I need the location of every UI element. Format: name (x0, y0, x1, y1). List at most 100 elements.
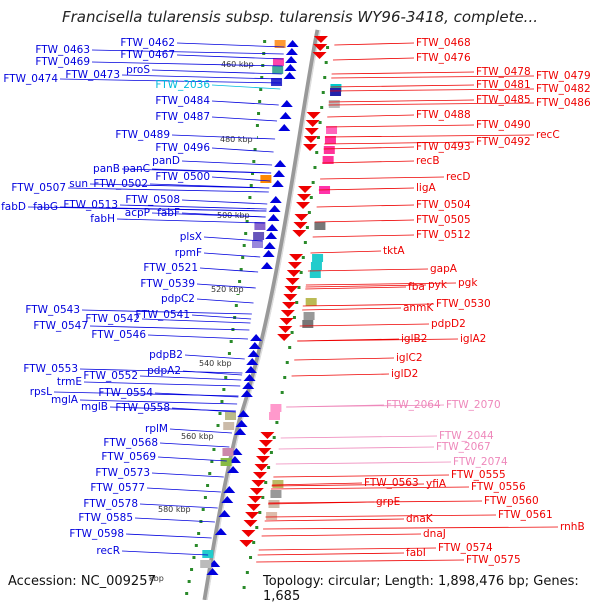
reverse-gene-arrow (277, 334, 292, 341)
reverse-gene-arrow (283, 294, 298, 301)
leader-line (271, 486, 470, 490)
leader-line (320, 176, 445, 180)
reverse-gene-arrow (292, 230, 307, 237)
forward-gene-arrow (242, 382, 255, 389)
leader-line (271, 482, 363, 486)
forward-gene-arrow (234, 428, 247, 435)
tick-dot (244, 232, 248, 235)
forward-gene-arrow (274, 160, 287, 167)
leader-line (305, 286, 407, 290)
reverse-gene-arrow (303, 144, 318, 151)
tick-dot (309, 196, 313, 199)
tick-dot (285, 361, 289, 364)
reverse-gene-arrow (304, 128, 319, 135)
leader-line (334, 42, 415, 46)
gene-label: FTW_2074 (453, 456, 508, 468)
tick-ring (185, 40, 330, 595)
forward-gene-arrow (283, 72, 296, 79)
tick-dot (229, 340, 233, 343)
tick-dot (267, 466, 271, 469)
leader-line (211, 100, 279, 106)
gene-label: FTW_0476 (416, 52, 471, 64)
gene-label: FTW_0513 (63, 199, 118, 211)
tick-dot (315, 151, 319, 154)
label-leader-lines (27, 42, 559, 563)
feature-block (253, 232, 265, 240)
leader-line (169, 428, 232, 434)
gene-label: FTW_0502 (93, 178, 148, 190)
gene-label: pdpC2 (161, 293, 195, 305)
reverse-gene-arrow (294, 214, 309, 221)
leader-line (286, 404, 445, 408)
gene-label: dnaJ (423, 528, 446, 540)
feature-block (272, 480, 284, 488)
tick-dot (297, 286, 301, 289)
tick-label: 540 kbp (199, 359, 232, 368)
leader-line (81, 309, 252, 315)
leader-line (263, 526, 559, 530)
gene-label: trmE (57, 376, 82, 388)
gene-label: fba (408, 281, 425, 293)
gene-label: FTW_0568 (103, 437, 158, 449)
tick-dot (260, 76, 264, 79)
forward-gene-arrow (284, 64, 297, 71)
feature-block (328, 100, 340, 108)
leader-line (125, 533, 212, 539)
gene-label: iglD2 (391, 368, 418, 380)
tick-label: kbp (149, 574, 164, 583)
feature-block (254, 222, 266, 230)
gene-label: fabG (33, 201, 58, 213)
gene-label: FTW_0488 (416, 109, 471, 121)
leader-line (258, 547, 437, 551)
gene-label: FTW_0469 (35, 56, 90, 68)
leader-line (89, 325, 250, 331)
reverse-gene-arrow (296, 202, 311, 209)
reverse-gene-arrow (303, 136, 318, 143)
leader-line (323, 146, 415, 150)
leader-line (331, 75, 535, 79)
leader-line (328, 99, 475, 103)
gene-label: FTW_0489 (115, 129, 170, 141)
leader-line (324, 141, 475, 145)
feature-block (330, 88, 342, 96)
gene-label: iglB2 (401, 333, 427, 345)
feature-block (323, 146, 335, 154)
forward-gene-arrow (260, 262, 273, 269)
tick-dot (292, 316, 296, 319)
leader-line (184, 354, 245, 360)
reverse-gene-arrow (246, 504, 261, 511)
tick-dot (227, 352, 231, 355)
gene-label: FTW_0484 (155, 95, 210, 107)
tick-dot (249, 556, 253, 559)
gene-label: FTW_0508 (125, 194, 180, 206)
feature-block (270, 490, 282, 498)
leader-line (159, 442, 230, 448)
feature-block (202, 550, 214, 558)
forward-gene-arrow (214, 528, 227, 535)
gene-label: FTW_0496 (155, 142, 210, 154)
gene-label: FTW_0530 (436, 298, 491, 310)
forward-gene-arrow (278, 124, 291, 131)
gene-label: ligA (416, 182, 436, 194)
tick-dot (272, 436, 276, 439)
reverse-gene-arrow (245, 512, 260, 519)
gene-label: fabI (406, 547, 426, 559)
reverse-gene-arrow (279, 318, 294, 325)
feature-block (303, 312, 315, 320)
gene-label: FTW_0482 (536, 83, 591, 95)
tick-dot (201, 508, 205, 511)
tick-dot (323, 76, 327, 79)
gene-label: panC (123, 163, 150, 175)
tick-dot (203, 496, 207, 499)
leader-line (275, 461, 452, 465)
gene-label: dnaK (406, 513, 434, 525)
forward-gene-arrow (280, 100, 293, 107)
gene-label: FTW_0462 (120, 37, 175, 49)
reverse-gene-arrow (280, 310, 295, 317)
reverse-gene-arrow (257, 448, 272, 455)
tick-dot (263, 40, 267, 43)
gene-label: FTW_2064 (386, 399, 441, 411)
leader-line (176, 54, 284, 60)
leader-line (312, 234, 415, 238)
tick-dot (241, 256, 245, 259)
